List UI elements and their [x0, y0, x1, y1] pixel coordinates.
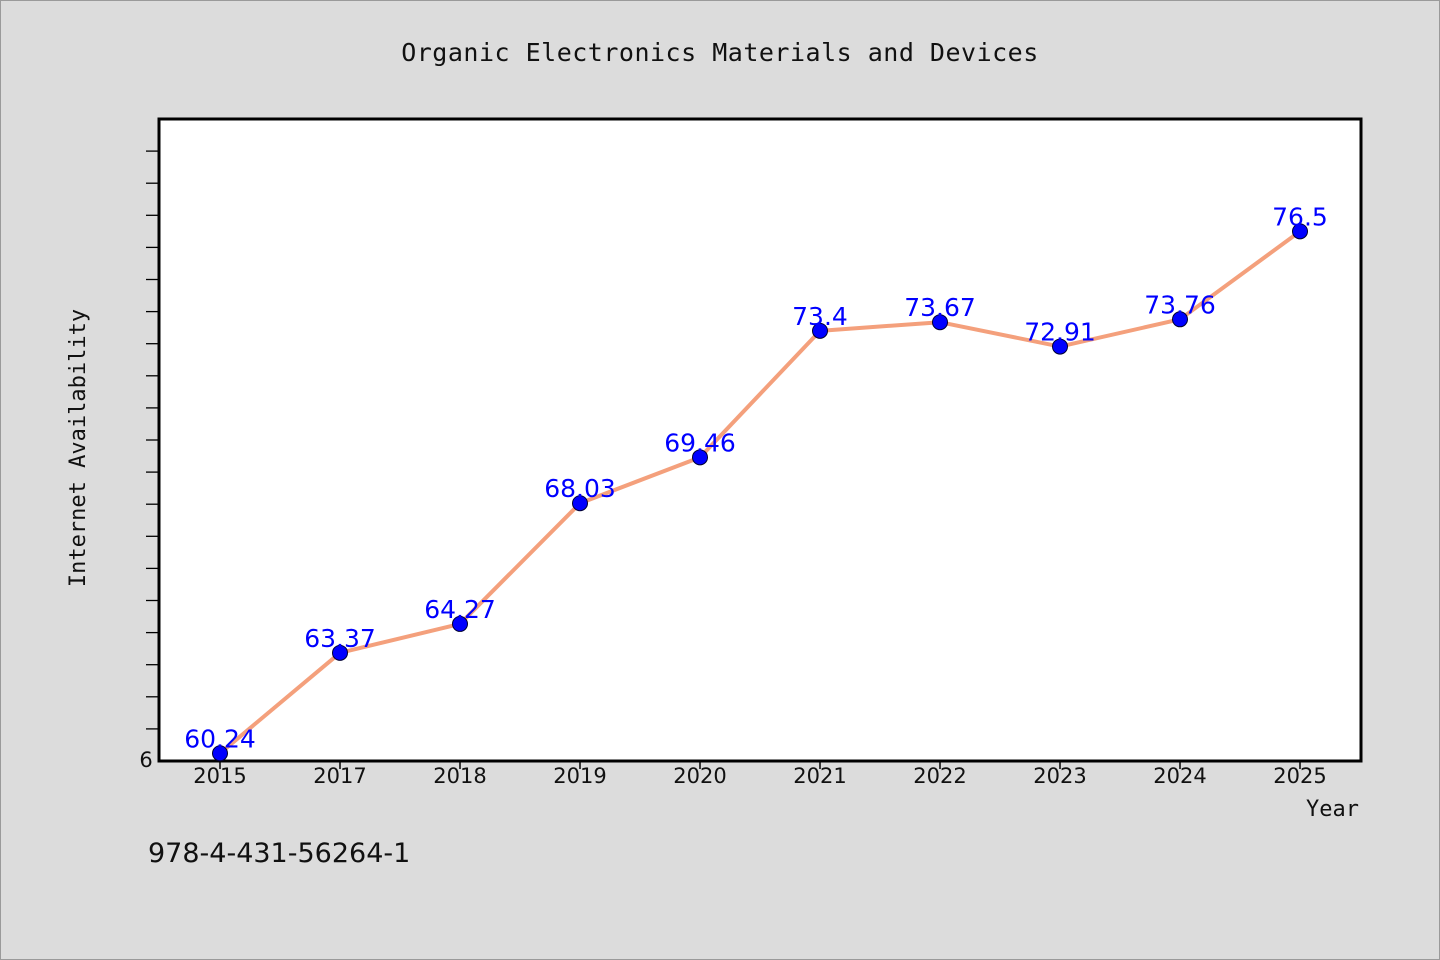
- data-label: 64.27: [424, 595, 496, 624]
- data-label: 73.4: [792, 302, 848, 331]
- data-label: 72.91: [1024, 318, 1096, 347]
- chart-title: Organic Electronics Materials and Device…: [401, 38, 1039, 67]
- y-tick-label: 6: [139, 748, 152, 772]
- plot-area: [157, 117, 1363, 763]
- data-label: 73.76: [1144, 290, 1216, 319]
- y-axis-ticks: [146, 150, 159, 730]
- series-line: [218, 229, 1302, 756]
- data-point: [332, 644, 348, 661]
- x-tick-label: 2022: [913, 764, 966, 788]
- data-label: 63.37: [304, 624, 376, 653]
- data-label: 73.67: [904, 293, 976, 322]
- data-point: [692, 449, 708, 466]
- data-point: [212, 745, 228, 762]
- data-point: [932, 314, 948, 331]
- x-tick-label: 2019: [553, 764, 606, 788]
- data-point: [572, 495, 588, 512]
- x-tick-label: 2025: [1273, 764, 1326, 788]
- data-label: 60.24: [184, 724, 256, 753]
- x-tick-label: 2024: [1153, 764, 1206, 788]
- data-point: [1172, 311, 1188, 328]
- data-point: [1052, 338, 1068, 355]
- y-axis-label: Internet Availability: [66, 309, 91, 587]
- x-tick-label: 2017: [313, 764, 366, 788]
- x-tick-label: 2021: [793, 764, 846, 788]
- data-label: 69.46: [664, 428, 736, 457]
- x-tick-label: 2020: [673, 764, 726, 788]
- data-point: [1292, 223, 1308, 240]
- x-tick-label: 2023: [1033, 764, 1086, 788]
- x-tick-label: 2015: [193, 764, 246, 788]
- data-point: [452, 615, 468, 632]
- footer-code: 978-4-431-56264-1: [148, 838, 410, 869]
- data-label: 76.5: [1272, 202, 1328, 231]
- data-point: [812, 322, 828, 339]
- x-tick-label: 2018: [433, 764, 486, 788]
- series-layer: 60.24 63.37 64.27 68.03 69.46 73.4 73.67 72.91 7…: [184, 202, 1328, 762]
- x-axis-ticks: 2015 2017 2018 2019 2020 2021 2022 2023 2024 2025: [193, 761, 1327, 788]
- data-label: 68.03: [544, 474, 616, 503]
- x-axis-label: Year: [1306, 797, 1359, 822]
